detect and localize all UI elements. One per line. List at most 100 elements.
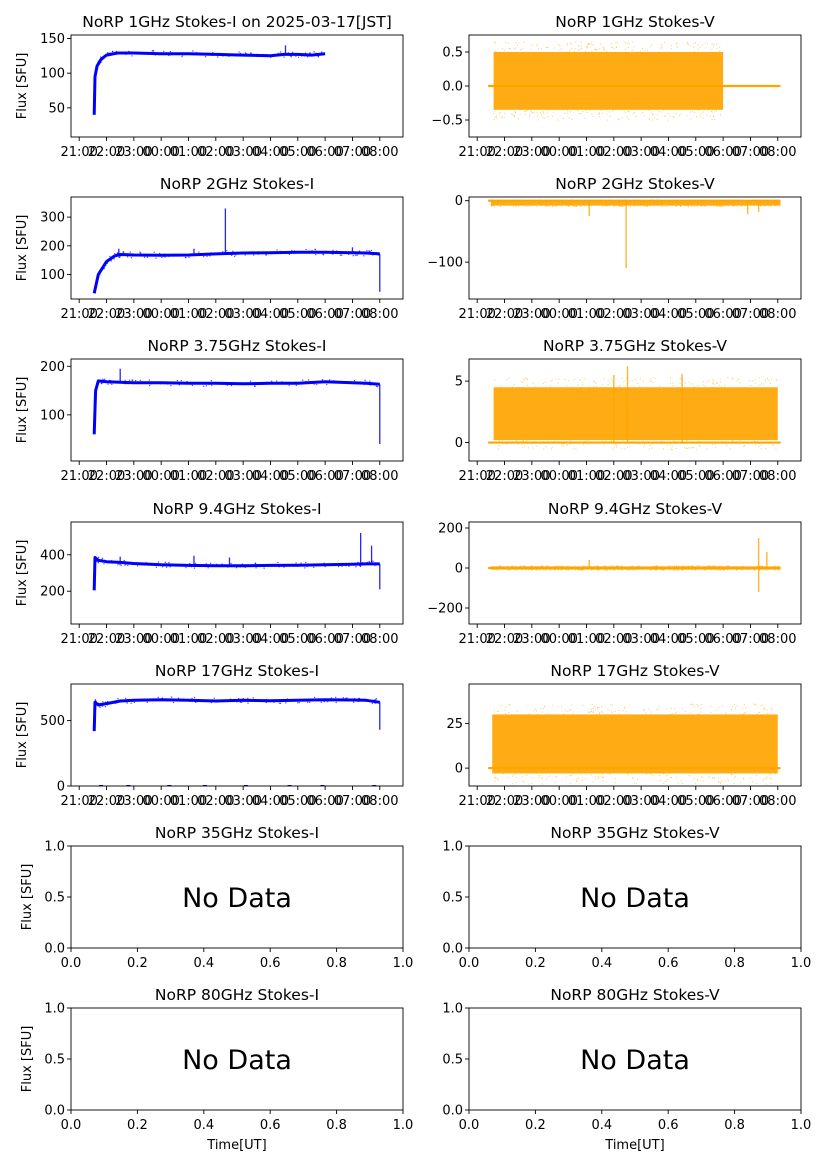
y-tick-label: 0 [455,194,463,209]
data-point [142,699,145,701]
data-point [511,113,513,115]
data-point [777,565,780,567]
data-point [629,446,631,448]
data-point [597,776,599,778]
x-tick-label: 0.8 [724,1118,745,1133]
data-point [637,382,639,385]
data-point [684,382,686,384]
data-point [294,699,296,702]
data-point [611,704,614,706]
data-point [93,581,96,584]
data-point [691,569,694,571]
data-point [745,707,747,709]
data-point [307,701,309,704]
x-tick-label: 22:00 [486,307,523,322]
data-point [710,205,712,207]
data-point [101,705,103,707]
data-point [650,773,652,775]
x-tick-label: 0.6 [260,956,281,971]
data-point [662,772,664,775]
data-point [703,565,705,567]
data-point [560,569,562,571]
data-point [504,112,506,114]
data-point [125,53,127,56]
x-tick-label: 23:00 [513,632,550,647]
data-point [358,250,361,252]
data-point [281,381,284,383]
x-tick-label: 07:00 [334,307,371,322]
data-point [265,254,267,256]
data-point [719,381,722,383]
data-point [330,697,333,699]
data-point [527,569,530,571]
data-point [122,251,124,253]
data-point [591,703,593,706]
data-point [576,205,578,207]
data-point [542,116,544,118]
data-point [505,706,507,709]
data-point [754,379,756,381]
data-point [565,569,568,571]
x-tick-label: 00:00 [540,469,577,484]
data-point [743,777,745,779]
data-point [626,446,628,449]
data-point [730,708,732,711]
data-point [549,775,551,777]
data-point [550,448,552,450]
data-point [497,779,499,781]
data-point [726,778,728,780]
data-point [557,119,559,121]
data-point [523,378,525,381]
data-point [563,443,565,445]
data-point [328,380,331,383]
data-point [217,56,219,58]
data-point [222,251,224,253]
data-point [607,119,609,121]
data-point [642,708,645,711]
data-point [106,702,108,704]
data-point [543,112,545,115]
data-point [649,569,651,571]
data-point [117,562,119,565]
data-point [262,53,264,56]
data-point [492,569,494,571]
data-point [611,565,613,567]
data-point [602,780,604,782]
data-point [557,565,559,567]
data-point [713,565,715,567]
data-point [573,50,575,52]
x-tick-label: 04:00 [650,794,687,809]
data-point [538,565,540,567]
data-point [698,565,700,567]
data-point [702,384,704,386]
data-point [677,782,679,784]
data-point [97,382,99,385]
data-point [697,385,699,387]
data-point [648,118,650,120]
data-point [552,704,554,706]
data-point [685,447,688,449]
data-point [322,253,324,256]
data-point [557,382,559,384]
data-point [682,707,684,709]
data-point [603,776,605,778]
x-tick-label: 0.6 [658,956,679,971]
data-point [260,252,263,254]
x-tick-label: 07:00 [732,794,769,809]
data-point [326,383,328,386]
data-point [635,569,637,571]
data-point [696,779,698,782]
data-point [618,709,620,712]
data-point [185,257,187,259]
data-point [507,42,510,44]
data-point [680,565,683,567]
data-point [170,696,173,698]
data-point [152,50,154,52]
data-point [115,255,117,258]
data-point [778,205,780,208]
data-point [717,569,719,571]
data-point [686,440,688,442]
data-point [101,58,103,61]
plot-area [488,366,781,451]
data-point [500,111,502,113]
